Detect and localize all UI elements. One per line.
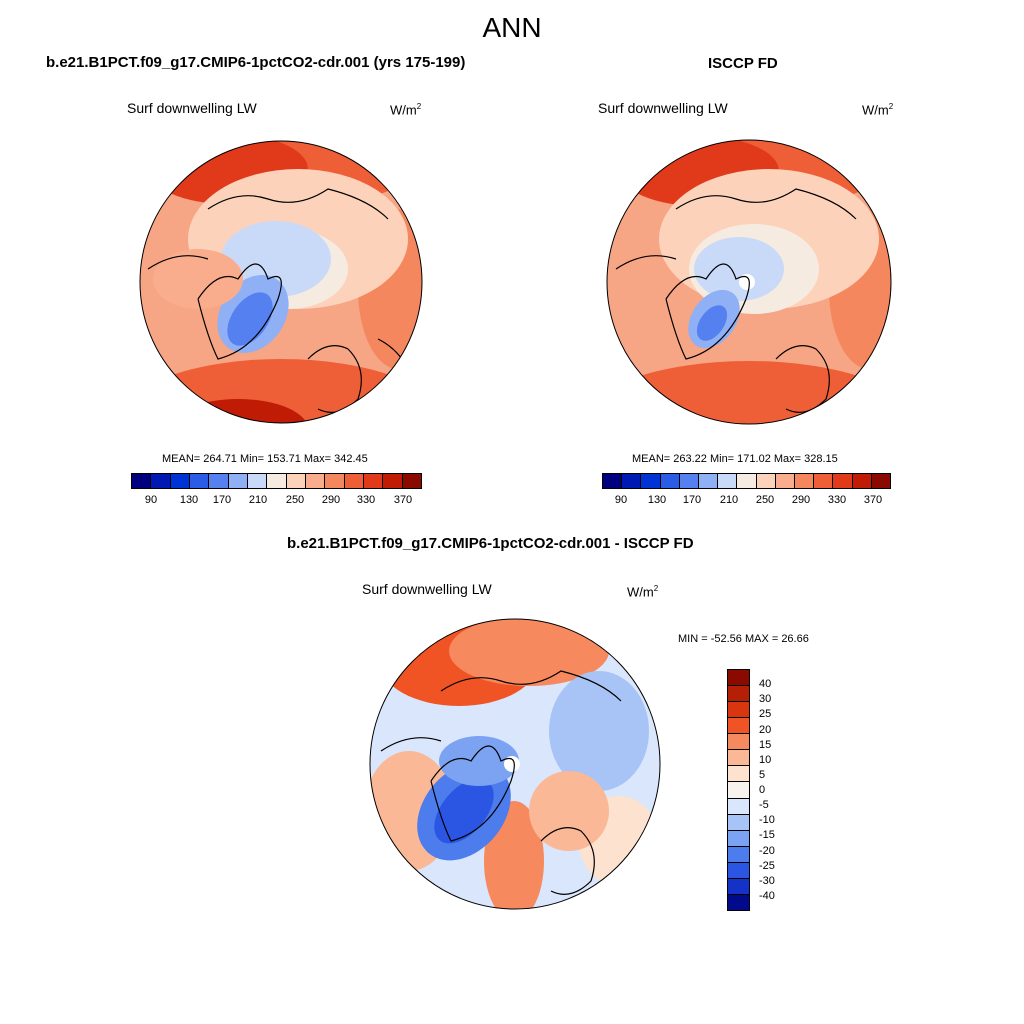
panel-3-stats: MIN = -52.56 MAX = 26.66	[678, 633, 809, 645]
panel-1-variable: Surf downwelling LW	[127, 100, 257, 116]
colorbar-tick-label: 30	[759, 693, 772, 706]
colorbar-swatch	[737, 474, 757, 488]
colorbar-swatch	[728, 862, 749, 879]
colorbar-tick-label: -5	[759, 799, 769, 812]
colorbar-swatch	[228, 474, 248, 488]
panel-2-colorbar	[602, 473, 891, 489]
colorbar-swatch	[728, 894, 749, 910]
panel-3-colorbar	[727, 669, 750, 911]
colorbar-swatch	[728, 702, 749, 719]
colorbar-tick-label: -10	[759, 814, 775, 827]
colorbar-tick-label: -40	[759, 889, 775, 902]
colorbar-swatch	[286, 474, 306, 488]
colorbar-tick-label: 130	[647, 494, 667, 506]
colorbar-swatch	[247, 474, 268, 488]
panel-1-colorbar	[131, 473, 422, 489]
colorbar-tick-label: 290	[321, 494, 341, 506]
colorbar-swatch	[728, 766, 749, 783]
panel-2-variable: Surf downwelling LW	[598, 100, 728, 116]
panel-1-polar-map	[139, 140, 423, 424]
colorbar-tick-label: 330	[827, 494, 847, 506]
colorbar-tick-label: 290	[791, 494, 811, 506]
colorbar-tick-label: -25	[759, 859, 775, 872]
colorbar-swatch	[305, 474, 326, 488]
colorbar-swatch	[728, 782, 749, 799]
panel-3-polar-map	[369, 618, 661, 910]
colorbar-swatch	[151, 474, 171, 488]
panel-1-units: W/m2	[390, 102, 422, 118]
colorbar-tick-label: 210	[719, 494, 739, 506]
colorbar-swatch	[622, 474, 642, 488]
colorbar-swatch	[871, 474, 891, 488]
colorbar-swatch	[699, 474, 719, 488]
colorbar-swatch	[728, 670, 749, 687]
colorbar-swatch	[679, 474, 700, 488]
colorbar-tick-label: 5	[759, 768, 766, 781]
colorbar-swatch	[641, 474, 661, 488]
colorbar-swatch	[325, 474, 345, 488]
colorbar-swatch	[660, 474, 680, 488]
colorbar-swatch	[728, 830, 749, 847]
colorbar-tick-label: 15	[759, 738, 772, 751]
colorbar-swatch	[363, 474, 384, 488]
colorbar-swatch	[132, 474, 152, 488]
colorbar-tick-label: 25	[759, 708, 772, 721]
colorbar-swatch	[402, 474, 421, 488]
colorbar-tick-label: 210	[248, 494, 268, 506]
colorbar-tick-label: 90	[144, 494, 158, 506]
colorbar-tick-label: 370	[393, 494, 413, 506]
colorbar-tick-label: 0	[759, 784, 766, 796]
panel-1-title: b.e21.B1PCT.f09_g17.CMIP6-1pctCO2-cdr.00…	[46, 54, 466, 71]
panel-2-title: ISCCP FD	[708, 55, 778, 72]
colorbar-tick-label: 90	[614, 494, 628, 506]
colorbar-tick-label: 10	[759, 753, 772, 766]
colorbar-swatch	[170, 474, 190, 488]
colorbar-tick-label: 40	[759, 678, 772, 691]
colorbar-swatch	[728, 686, 749, 703]
colorbar-tick-label: 170	[682, 494, 702, 506]
colorbar-swatch	[728, 750, 749, 767]
colorbar-swatch	[833, 474, 853, 488]
panel-2-stats: MEAN= 263.22 Min= 171.02 Max= 328.15	[632, 453, 838, 465]
panel-3-title: b.e21.B1PCT.f09_g17.CMIP6-1pctCO2-cdr.00…	[287, 535, 694, 552]
colorbar-swatch	[728, 734, 749, 751]
panel-2-polar-map	[606, 139, 892, 425]
colorbar-tick-label: 250	[285, 494, 305, 506]
panel-3-variable: Surf downwelling LW	[362, 581, 492, 597]
colorbar-swatch	[344, 474, 364, 488]
colorbar-swatch	[728, 798, 749, 815]
colorbar-swatch	[603, 474, 623, 488]
page-title: ANN	[482, 12, 542, 43]
colorbar-swatch	[756, 474, 776, 488]
panel-2-units: W/m2	[862, 102, 894, 118]
colorbar-swatch	[814, 474, 834, 488]
panel-3-units: W/m2	[627, 584, 659, 600]
colorbar-swatch	[728, 814, 749, 831]
colorbar-tick-label: -30	[759, 874, 775, 887]
colorbar-swatch	[189, 474, 210, 488]
colorbar-tick-label: 370	[863, 494, 883, 506]
colorbar-swatch	[852, 474, 872, 488]
colorbar-tick-label: 130	[179, 494, 199, 506]
colorbar-swatch	[383, 474, 403, 488]
colorbar-tick-label: -20	[759, 844, 775, 857]
colorbar-swatch	[209, 474, 229, 488]
colorbar-swatch	[267, 474, 287, 488]
panel-1-stats: MEAN= 264.71 Min= 153.71 Max= 342.45	[162, 453, 368, 465]
colorbar-tick-label: 330	[356, 494, 376, 506]
colorbar-swatch	[728, 846, 749, 863]
colorbar-tick-label: 170	[212, 494, 232, 506]
colorbar-swatch	[718, 474, 738, 488]
colorbar-swatch	[728, 718, 749, 735]
colorbar-tick-label: 250	[755, 494, 775, 506]
colorbar-swatch	[795, 474, 815, 488]
colorbar-tick-label: -15	[759, 829, 775, 842]
colorbar-tick-label: 20	[759, 723, 772, 736]
colorbar-swatch	[728, 878, 749, 895]
colorbar-swatch	[775, 474, 796, 488]
